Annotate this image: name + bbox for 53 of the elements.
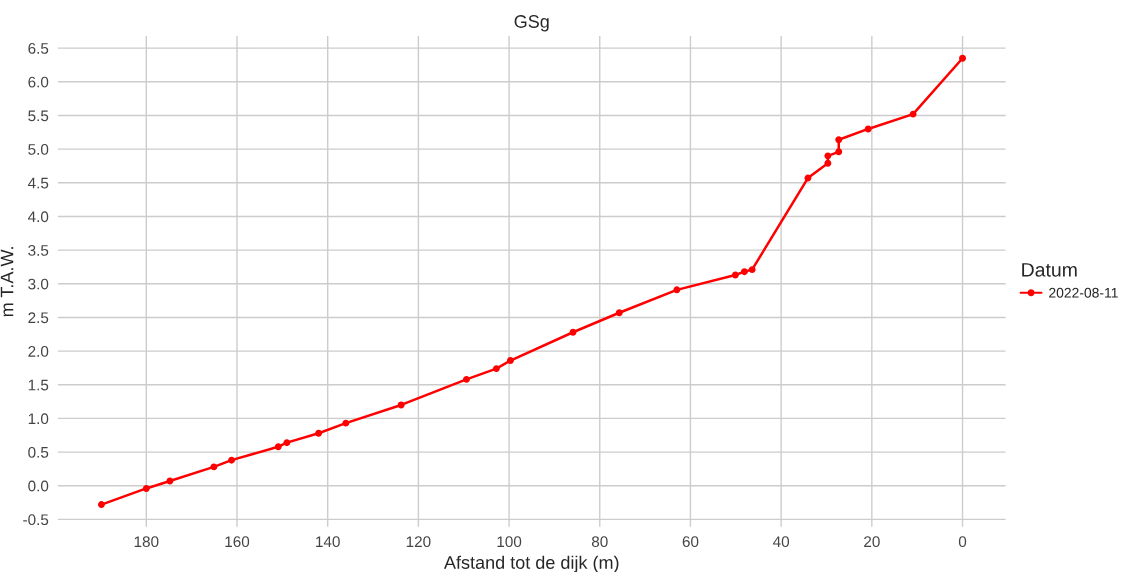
- point: [97, 501, 105, 509]
- point: [506, 357, 514, 364]
- point: [824, 159, 832, 167]
- y-tick-label: 6.5: [28, 43, 49, 54]
- chart-title: GSg: [514, 15, 549, 32]
- y-tick-label: 4.0: [27, 211, 49, 223]
- y-tick-label: 4.5: [27, 177, 49, 189]
- y-tick-label: -0.5: [23, 514, 49, 526]
- point: [615, 309, 623, 317]
- y-tick-label: 6.0: [28, 76, 49, 88]
- y-tick-label: 0.5: [28, 446, 49, 458]
- point: [673, 286, 681, 294]
- x-axis-title: Afstand tot de dijk (m): [443, 555, 619, 572]
- x-tick-label: 20: [864, 536, 880, 548]
- point: [748, 266, 756, 274]
- point: [492, 365, 500, 373]
- x-tick-label: 60: [682, 536, 699, 548]
- y-tick-label: 5.0: [28, 144, 49, 155]
- y-tick-label: 3.5: [28, 244, 49, 256]
- point: [569, 328, 577, 336]
- point: [864, 125, 872, 133]
- x-tick-label: 0: [958, 536, 967, 548]
- point: [835, 136, 843, 144]
- x-tick-label: 40: [773, 536, 790, 548]
- point: [210, 463, 218, 471]
- legend-label: 2022-08-11: [1049, 287, 1118, 298]
- y-axis-title: m T.A.W.: [0, 247, 14, 317]
- point: [274, 443, 282, 451]
- x-tick-label: 80: [591, 536, 608, 548]
- x-tick-label: 120: [406, 536, 431, 548]
- y-tick-label: 3.0: [28, 278, 49, 290]
- y-tick-label: 2.5: [28, 312, 49, 324]
- y-tick-label: 5.5: [28, 110, 49, 122]
- point: [731, 271, 739, 279]
- y-tick-label: 1.0: [28, 413, 49, 425]
- point: [142, 484, 150, 492]
- legend-title: Datum: [1022, 263, 1077, 277]
- point: [342, 419, 350, 427]
- point: [959, 54, 966, 62]
- point: [228, 456, 236, 464]
- y-tick-label: 0.0: [28, 480, 49, 492]
- y-tick-label: 1.5: [28, 379, 49, 391]
- x-tick-label: 180: [134, 536, 159, 548]
- point: [315, 429, 323, 437]
- point: [462, 375, 470, 383]
- x-tick-label: 140: [316, 536, 340, 548]
- x-tick-label: 160: [225, 536, 250, 548]
- point: [835, 148, 843, 156]
- y-tick-label: 2.0: [28, 345, 49, 357]
- point: [283, 439, 291, 447]
- x-tick-label: 100: [497, 536, 522, 548]
- point: [824, 152, 832, 160]
- point: [740, 268, 748, 276]
